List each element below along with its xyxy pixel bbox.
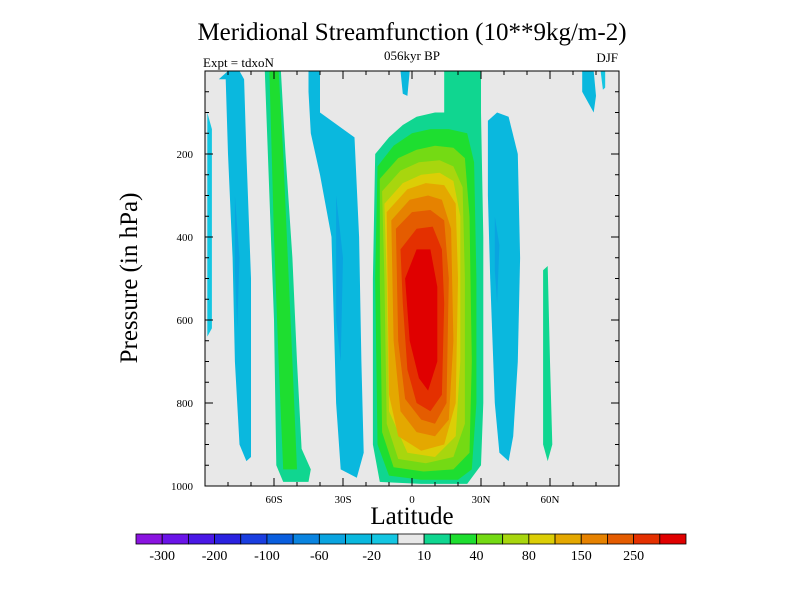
colorbar-swatch: [449, 533, 477, 545]
y-tick-label: 200: [177, 149, 194, 161]
colorbar: -300 -200 -100 -60 -20 10 40 80 150 250: [135, 533, 687, 564]
chart-subtitle: 056kyr BP: [384, 48, 440, 63]
colorbar-swatch: [633, 533, 661, 545]
colorbar-label: 40: [469, 549, 483, 564]
colorbar-label: -20: [362, 549, 381, 564]
colorbar-swatch: [135, 533, 163, 545]
contour-region-nh-hadley-cell: [487, 112, 521, 462]
colorbar-swatch: [292, 533, 320, 545]
contour-fills: [207, 71, 606, 484]
colorbar-label: 10: [417, 549, 431, 564]
x-tick-label: 60N: [541, 494, 560, 506]
colorbar-swatch: [659, 533, 687, 545]
y-axis-label: Pressure (in hPa): [116, 193, 143, 364]
contour-region-sh-hadley-core: [336, 195, 343, 362]
colorbar-swatch: [266, 533, 294, 545]
colorbar-swatch: [528, 533, 556, 545]
colorbar-label: -100: [254, 549, 280, 564]
x-axis: 60S 30S 0 30N 60N: [227, 71, 597, 506]
y-tick-label: 600: [177, 315, 194, 327]
colorbar-swatch: [554, 533, 582, 545]
experiment-label: Expt = tdxoN: [203, 55, 274, 70]
colorbar-swatch: [580, 533, 608, 545]
x-tick-label: 60S: [265, 494, 282, 506]
chart-title: Meridional Streamfunction (10**9kg/m-2): [197, 19, 626, 46]
colorbar-swatch: [240, 533, 268, 545]
colorbar-swatch: [345, 533, 373, 545]
contour-region-nh-strat-patch-1: [582, 71, 596, 113]
plot-area: [204, 70, 620, 487]
contour-region-sh-edge-sliver: [207, 112, 212, 337]
colorbar-label: -60: [310, 549, 329, 564]
contour-region-nh-strat-patch-2: [400, 71, 410, 96]
colorbar-swatch: [423, 533, 451, 545]
colorbar-swatch: [607, 533, 635, 545]
colorbar-label: -200: [202, 549, 228, 564]
colorbar-swatch: [371, 533, 399, 545]
y-tick-label: 400: [177, 232, 194, 244]
y-axis: 200 400 600 800 1000: [171, 91, 619, 493]
y-tick-label: 800: [177, 398, 194, 410]
contour-region-nh-strat-patch-3: [600, 71, 606, 90]
contour-region-nh-hadley-core: [494, 216, 500, 304]
colorbar-swatch: [397, 533, 425, 545]
colorbar-swatch: [502, 533, 530, 545]
contour-region-nh-ferrel-cell: [543, 266, 553, 462]
x-tick-label: 0: [409, 494, 415, 506]
colorbar-swatch: [318, 533, 346, 545]
y-tick-label: 1000: [171, 481, 194, 493]
colorbar-swatch: [214, 533, 242, 545]
colorbar-label: -300: [149, 549, 175, 564]
colorbar-swatch: [161, 533, 189, 545]
x-tick-label: 30N: [472, 494, 491, 506]
colorbar-swatch: [476, 533, 504, 545]
colorbar-swatch: [187, 533, 215, 545]
contour-region-sh-polar-cell-core: [234, 195, 240, 329]
contour-region-sh-ferrel-cell: [269, 71, 297, 470]
x-axis-label: Latitude: [370, 503, 453, 530]
contour-region-trop-300: [405, 249, 438, 391]
season-label: DJF: [596, 50, 618, 65]
colorbar-label: 80: [522, 549, 536, 564]
colorbar-label: 250: [623, 549, 644, 564]
colorbar-label: 150: [571, 549, 592, 564]
x-tick-label: 30S: [334, 494, 351, 506]
